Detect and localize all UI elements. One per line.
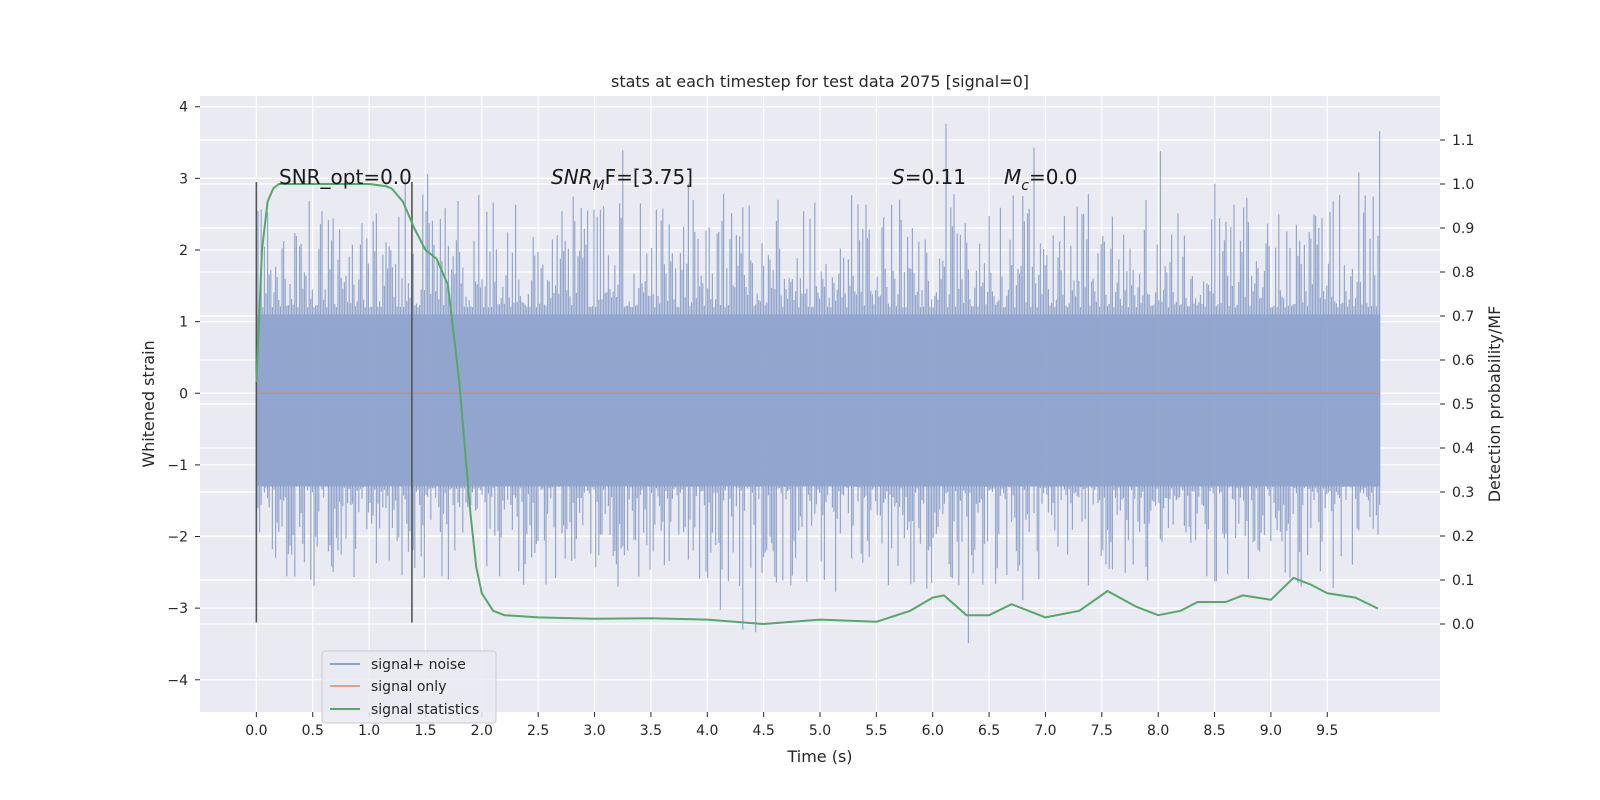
- y2-tick-label: 0.2: [1452, 529, 1474, 545]
- series-signal-statistics: [255, 183, 1379, 625]
- y2-tick-label: 1.1: [1452, 133, 1474, 149]
- y-tick-label: −4: [167, 673, 188, 689]
- x-tick-label: 8.5: [1203, 723, 1225, 739]
- x-axis-label: Time (s): [786, 747, 852, 766]
- x-tick-label: 7.0: [1034, 723, 1056, 739]
- s-val: =0.11: [905, 165, 966, 189]
- snr-mf-rest: F=[3.75]: [605, 165, 693, 189]
- y-axis-label: Whitened strain: [139, 340, 158, 467]
- x-tick-label: 3.5: [640, 723, 662, 739]
- x-tick-label: 6.5: [978, 723, 1000, 739]
- mc-sub: c: [1021, 178, 1029, 194]
- legend-label-noise: signal+ noise: [371, 657, 466, 673]
- y2-tick-label: 0.0: [1452, 617, 1474, 633]
- x-tick-label: 3.0: [583, 723, 605, 739]
- x-tick-label: 1.5: [414, 723, 436, 739]
- x-tick-label: 7.5: [1091, 723, 1113, 739]
- legend-label-statistics: signal statistics: [371, 702, 479, 718]
- x-tick-label: 0.0: [245, 723, 267, 739]
- x-tick-label: 0.5: [302, 723, 324, 739]
- axes: 0.0 0.5 1.0 1.5 2.0 2.5 3.0 3.5 4.0 4.5 5.0 5.5 6.0 6…: [167, 100, 1474, 739]
- x-tick-label: 2.5: [527, 723, 549, 739]
- y-tick-label: 4: [179, 100, 188, 116]
- annotation-s: S=0.11: [892, 165, 966, 189]
- legend-box: [321, 650, 497, 724]
- x-tick-label: 1.0: [358, 723, 380, 739]
- series-layer: [255, 181, 1381, 625]
- x-tick-label: 6.0: [922, 723, 944, 739]
- y-tick-label: 1: [179, 315, 188, 331]
- annotation-mc: Mc=0.0: [1004, 165, 1078, 194]
- mc-var: M: [1004, 165, 1021, 189]
- y-tick-label: 3: [179, 171, 188, 187]
- chart-title: stats at each timestep for test data 207…: [611, 72, 1029, 91]
- x-tick-label: 5.5: [865, 723, 887, 739]
- x-tick-label: 5.0: [809, 723, 831, 739]
- noise-band: [255, 123, 1381, 644]
- x-tick-label: 8.0: [1147, 723, 1169, 739]
- s-var: S: [892, 165, 905, 189]
- y-tick-label: 2: [179, 243, 188, 259]
- x-tick-label: 9.0: [1260, 723, 1282, 739]
- mc-val: =0.0: [1029, 165, 1078, 189]
- x-tick-label: 9.5: [1316, 723, 1338, 739]
- y2-tick-label: 0.3: [1452, 485, 1474, 501]
- y-tick-label: 0: [179, 386, 188, 402]
- x-tick-label: 4.0: [696, 723, 718, 739]
- y-tick-label: −1: [167, 458, 188, 474]
- y2-tick-label: 0.6: [1452, 353, 1474, 369]
- y2-tick-label: 1.0: [1452, 177, 1474, 193]
- y2-tick-label: 0.9: [1452, 221, 1474, 237]
- snr-mf-prefix: SNR: [551, 165, 593, 189]
- y2-tick-label: 0.8: [1452, 265, 1474, 281]
- y2-tick-label: 0.1: [1452, 573, 1474, 589]
- y2-tick-label: 0.4: [1452, 441, 1474, 457]
- x-tick-label: 2.0: [471, 723, 493, 739]
- y-tick-label: −2: [167, 530, 188, 546]
- x-tick-label: 4.5: [753, 723, 775, 739]
- legend-label-signal: signal only: [371, 679, 446, 695]
- annotation-snr-opt: SNR_opt=0.0: [279, 165, 412, 189]
- legend: signal+ noise signal only signal statist…: [321, 650, 497, 724]
- annotation-snr-mf: SNRMF=[3.75]: [551, 165, 693, 194]
- y2-tick-label: 0.7: [1452, 309, 1474, 325]
- y2-axis-label: Detection probability/MF: [1485, 306, 1504, 503]
- y-tick-label: −3: [167, 601, 188, 617]
- snr-mf-sub: M: [593, 178, 605, 194]
- y2-tick-label: 0.5: [1452, 397, 1474, 413]
